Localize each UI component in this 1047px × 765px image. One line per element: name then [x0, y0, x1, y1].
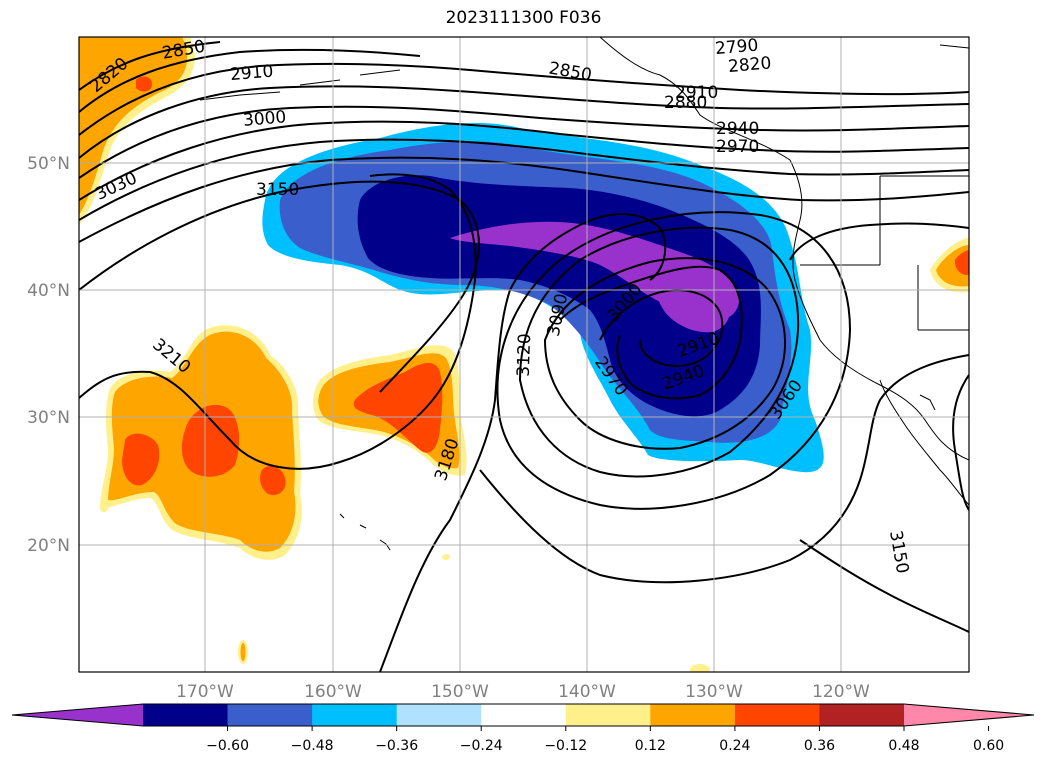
contour-label: 2910 [675, 83, 718, 103]
colorbar-swatch [396, 704, 482, 726]
contour-label: 3000 [242, 107, 287, 131]
colorbar-tick-label: 0.24 [719, 738, 750, 754]
colorbar-swatch [481, 704, 567, 726]
lon-label-120w: 120°W [812, 682, 870, 702]
lat-label-30: 30°N [27, 408, 70, 428]
colorbar-swatch [819, 704, 905, 726]
colorbar-tick-label: 0.60 [973, 738, 1004, 754]
contour-label: 2880 [664, 93, 707, 113]
lat-label-20: 20°N [27, 536, 70, 556]
lon-label-130w: 130°W [685, 682, 743, 702]
lon-label-170w: 170°W [176, 682, 234, 702]
height-contours [79, 41, 969, 672]
lon-label-150w: 150°W [431, 682, 489, 702]
graticule [79, 37, 969, 672]
colorbar-swatch [143, 704, 229, 726]
colorbar-swatch [227, 704, 313, 726]
latitude-labels: 50°N 40°N 30°N 20°N [27, 154, 70, 556]
lat-label-40: 40°N [27, 281, 70, 301]
contour-label: 2910 [229, 61, 274, 85]
map-panel: 2820 2850 2910 3000 3030 3150 3210 3180 … [79, 35, 969, 672]
contour-label: 2970 [716, 137, 759, 157]
colorbar-tick-label: −0.24 [460, 738, 503, 754]
positive-anomaly-region [79, 37, 969, 672]
colorbar-tick-label: −0.48 [291, 738, 334, 754]
longitude-labels: 170°W 160°W 150°W 140°W 130°W 120°W [176, 682, 870, 702]
colorbar-tick-label: 0.12 [635, 738, 666, 754]
colorbar-tick-label: −0.60 [206, 738, 249, 754]
colorbar-swatch [650, 704, 736, 726]
colorbar-extend-high [904, 704, 1034, 726]
colorbar-tick-label: −0.36 [375, 738, 418, 754]
colorbar: −0.60 −0.48 −0.36 −0.24 −0.12 0.12 0.24 0.36 0.4… [11, 703, 1035, 754]
colorbar-tick-label: 0.48 [888, 738, 919, 754]
lat-label-50: 50°N [27, 154, 70, 174]
colorbar-swatch [734, 704, 820, 726]
contour-label: 3120 [514, 333, 535, 377]
contour-label: 2790 [714, 35, 759, 59]
contour-label: 2940 [716, 119, 759, 139]
colorbar-extend-low [12, 704, 143, 726]
lon-label-140w: 140°W [558, 682, 616, 702]
colorbar-tick-label: 0.36 [804, 738, 835, 754]
lon-label-160w: 160°W [304, 682, 362, 702]
coastline [199, 37, 969, 551]
colorbar-swatch [565, 704, 651, 726]
colorbar-outline [11, 703, 1035, 727]
colorbar-tick-label: −0.12 [544, 738, 587, 754]
contour-label: 3150 [256, 180, 299, 200]
map-frame [78, 36, 970, 673]
contour-label: 2820 [727, 53, 772, 77]
colorbar-swatch [312, 704, 398, 726]
map-title: 2023111300 F036 [445, 8, 602, 28]
